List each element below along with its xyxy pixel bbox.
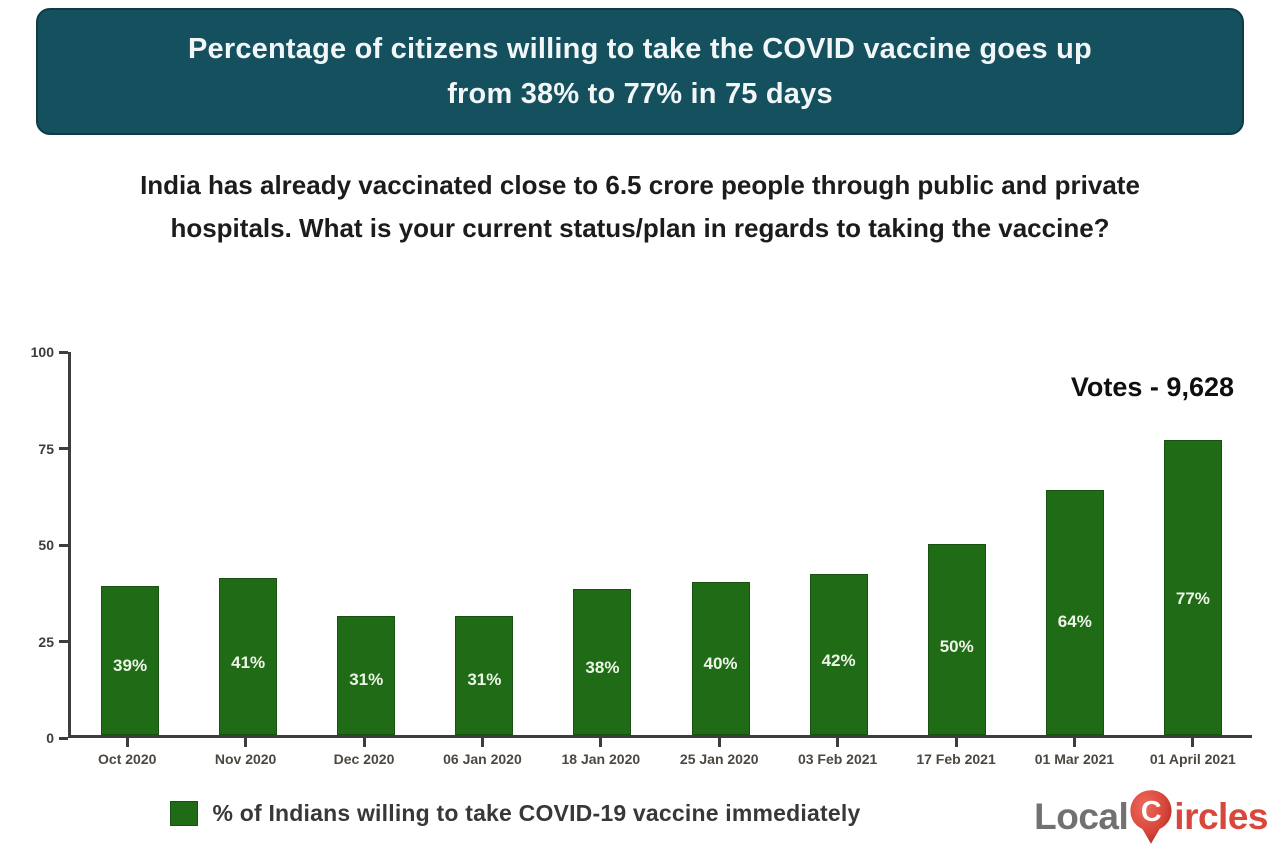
x-tick-mark bbox=[125, 738, 129, 747]
bar-6: 42% bbox=[809, 574, 868, 735]
bar-cell-7: 50% bbox=[898, 352, 1016, 735]
bar-value-label: 50% bbox=[939, 636, 974, 656]
y-tick-25: 25 bbox=[38, 634, 68, 650]
bar-7: 50% bbox=[927, 543, 986, 735]
bar-3: 31% bbox=[455, 616, 514, 735]
y-axis: 0 25 50 75 100 bbox=[0, 344, 68, 746]
x-tick-label: 18 Jan 2020 bbox=[561, 751, 641, 767]
bar-value-label: 31% bbox=[349, 670, 384, 690]
x-tick-mark bbox=[1191, 738, 1195, 747]
chart-legend: % of Indians willing to take COVID-19 va… bbox=[0, 800, 1030, 827]
x-tick-mark bbox=[717, 738, 721, 747]
bar-5: 40% bbox=[691, 581, 750, 735]
x-axis-cell-6: 03 Feb 2021 bbox=[778, 738, 896, 767]
x-tick-mark bbox=[1072, 738, 1076, 747]
y-tick-label: 75 bbox=[38, 440, 54, 457]
logo-pin-letter: C bbox=[1141, 796, 1161, 828]
x-axis-cell-3: 06 Jan 2020 bbox=[423, 738, 541, 767]
legend-label: % of Indians willing to take COVID-19 va… bbox=[212, 800, 861, 826]
bar-value-label: 42% bbox=[821, 650, 856, 670]
votes-count: Votes - 9,628 bbox=[1070, 372, 1234, 402]
bar-value-label: 41% bbox=[231, 652, 266, 672]
title-line-2: from 38% to 77% in 75 days bbox=[447, 77, 833, 110]
survey-question: India has already vaccinated close to 6.… bbox=[140, 170, 1140, 243]
y-tick-label: 0 bbox=[46, 730, 54, 746]
title-line-1: Percentage of citizens willing to take t… bbox=[188, 32, 1092, 65]
bar-value-label: 39% bbox=[113, 656, 148, 676]
bar-value-label: 38% bbox=[585, 657, 620, 677]
x-axis-cell-1: Nov 2020 bbox=[186, 738, 304, 767]
y-tick-100: 100 bbox=[31, 344, 68, 360]
x-axis-cell-5: 25 Jan 2020 bbox=[660, 738, 778, 767]
bar-8: 64% bbox=[1045, 489, 1104, 735]
y-tick-mark bbox=[59, 350, 68, 354]
x-tick-mark bbox=[480, 738, 484, 747]
bar-0: 39% bbox=[101, 585, 160, 735]
x-tick-label: 17 Feb 2021 bbox=[916, 751, 996, 767]
bar-value-label: 64% bbox=[1057, 612, 1092, 632]
x-tick-mark bbox=[599, 738, 603, 747]
bar-value-label: 31% bbox=[467, 670, 502, 690]
x-axis-cell-2: Dec 2020 bbox=[305, 738, 423, 767]
bar-cell-5: 40% bbox=[661, 352, 779, 735]
x-tick-label: Dec 2020 bbox=[333, 751, 395, 767]
x-tick-mark bbox=[244, 738, 248, 747]
x-tick-mark bbox=[362, 738, 366, 747]
title-banner: Percentage of citizens willing to take t… bbox=[36, 8, 1244, 135]
x-tick-label: 25 Jan 2020 bbox=[679, 751, 759, 767]
x-axis-cell-9: 01 April 2021 bbox=[1134, 738, 1252, 767]
bar-cell-6: 42% bbox=[780, 352, 898, 735]
bar-2: 31% bbox=[337, 616, 396, 735]
y-tick-mark bbox=[59, 640, 68, 643]
x-tick-label: 01 Mar 2021 bbox=[1034, 751, 1115, 767]
bar-cell-1: 41% bbox=[189, 352, 307, 735]
localcircles-logo: Local C ircles bbox=[1034, 786, 1268, 848]
x-tick-mark bbox=[954, 738, 958, 747]
y-tick-mark bbox=[59, 447, 68, 450]
map-pin-icon: C bbox=[1130, 790, 1172, 844]
y-tick-mark bbox=[59, 736, 68, 740]
bar-value-label: 77% bbox=[1175, 589, 1210, 609]
x-axis-cell-7: 17 Feb 2021 bbox=[897, 738, 1015, 767]
bar-cell-9: 77% bbox=[1134, 352, 1252, 735]
x-tick-label: 03 Feb 2021 bbox=[797, 751, 878, 767]
legend-swatch bbox=[169, 801, 198, 826]
bar-cell-3: 31% bbox=[425, 352, 543, 735]
logo-text-ircles: ircles bbox=[1174, 796, 1268, 837]
y-tick-50: 50 bbox=[38, 537, 68, 553]
x-tick-label: 01 April 2021 bbox=[1149, 751, 1236, 767]
x-tick-label: 06 Jan 2020 bbox=[443, 751, 522, 767]
x-tick-label: Oct 2020 bbox=[98, 751, 157, 767]
bar-4: 38% bbox=[573, 589, 632, 735]
x-axis-labels: Oct 2020 Nov 2020 Dec 2020 06 Jan 2020 18 Ja… bbox=[68, 738, 1252, 767]
bar-9: 77% bbox=[1163, 440, 1222, 735]
x-axis-cell-4: 18 Jan 2020 bbox=[542, 738, 660, 767]
y-tick-label: 25 bbox=[38, 633, 54, 650]
y-tick-label: 100 bbox=[30, 344, 54, 360]
plot-area: 39% 41% 31% 31% 38% 40% 42% 50% 64% 77% bbox=[68, 352, 1252, 738]
x-axis-cell-0: Oct 2020 bbox=[68, 738, 186, 767]
bars-row: 39% 41% 31% 31% 38% 40% 42% 50% 64% 77% bbox=[71, 352, 1252, 735]
bar-1: 41% bbox=[219, 577, 278, 735]
y-tick-75: 75 bbox=[38, 441, 68, 457]
y-tick-label: 50 bbox=[38, 537, 54, 553]
bar-value-label: 40% bbox=[703, 654, 738, 674]
x-axis-cell-8: 01 Mar 2021 bbox=[1015, 738, 1133, 767]
bar-cell-2: 31% bbox=[307, 352, 425, 735]
x-tick-mark bbox=[836, 738, 840, 747]
logo-text-local: Local bbox=[1034, 796, 1129, 837]
x-tick-label: Nov 2020 bbox=[214, 751, 277, 767]
bar-cell-4: 38% bbox=[543, 352, 661, 735]
bar-cell-0: 39% bbox=[71, 352, 189, 735]
y-tick-0: 0 bbox=[46, 730, 68, 746]
y-tick-mark bbox=[59, 543, 68, 547]
bar-cell-8: 64% bbox=[1016, 352, 1134, 735]
